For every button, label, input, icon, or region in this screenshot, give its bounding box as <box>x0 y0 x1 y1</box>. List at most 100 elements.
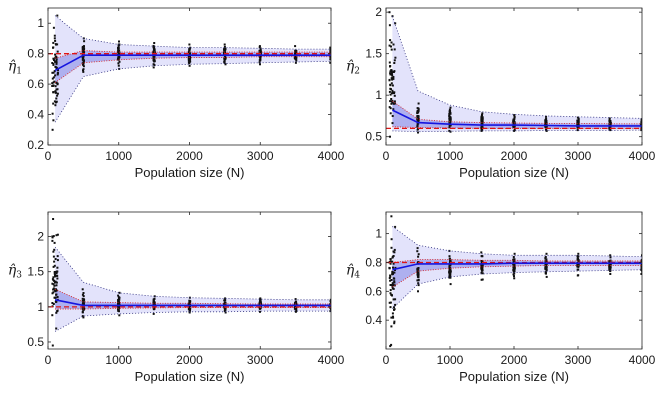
estimate-point <box>394 56 397 59</box>
estimate-point <box>223 309 226 312</box>
estimate-point <box>53 280 56 282</box>
estimate-point <box>544 257 547 260</box>
estimate-point <box>54 65 57 68</box>
estimate-point <box>83 298 86 301</box>
estimate-point <box>480 122 483 125</box>
estimate-point <box>512 256 515 258</box>
estimate-point <box>55 281 58 284</box>
estimate-point <box>417 282 420 285</box>
estimate-point <box>393 280 396 283</box>
inner-range-band <box>55 50 331 83</box>
estimate-point <box>259 63 261 66</box>
estimate-point <box>118 52 121 54</box>
x-tick-label: 0 <box>45 353 52 367</box>
estimate-point <box>189 307 192 310</box>
estimate-point <box>83 45 85 48</box>
estimate-point <box>608 260 611 263</box>
estimate-point <box>55 61 58 64</box>
estimate-point <box>417 274 420 277</box>
estimate-point <box>223 49 226 52</box>
estimate-point <box>388 24 391 27</box>
chart-panel-1: 0 1000 2000 3000 4000 0.2 0.4 0.6 0.8 1 Population… <box>8 7 345 180</box>
x-tick-label: 0 <box>383 149 390 163</box>
estimate-point <box>545 252 548 255</box>
estimate-point <box>118 60 121 63</box>
estimate-point <box>117 299 120 302</box>
estimate-point <box>481 272 484 275</box>
estimate-point <box>544 271 547 274</box>
estimate-point <box>394 266 397 269</box>
estimate-point <box>329 56 331 59</box>
estimate-point <box>544 263 547 266</box>
estimate-point <box>51 278 54 281</box>
estimate-point <box>51 85 54 87</box>
estimate-point <box>389 301 392 304</box>
estimate-point <box>82 68 85 71</box>
estimate-point <box>391 74 394 77</box>
estimate-point <box>392 284 395 286</box>
estimate-point <box>329 302 331 304</box>
estimate-point <box>118 40 120 43</box>
estimate-point <box>388 277 391 279</box>
estimate-point <box>417 102 420 105</box>
estimate-point <box>188 58 191 61</box>
estimate-point <box>512 264 515 267</box>
estimate-point <box>417 117 420 120</box>
estimate-point <box>54 281 57 284</box>
estimate-point <box>640 268 642 271</box>
estimate-point <box>54 275 56 278</box>
upper-envelope-line <box>392 16 642 119</box>
median-line <box>392 109 642 127</box>
y-tick-label: 0.4 <box>365 313 382 327</box>
plot-area <box>386 215 642 348</box>
estimate-point <box>56 50 59 53</box>
estimate-point <box>449 112 452 115</box>
axes-box <box>47 211 332 350</box>
estimate-point <box>51 235 54 238</box>
plot-area <box>48 218 331 347</box>
estimate-point <box>389 345 392 348</box>
estimate-point <box>117 294 120 297</box>
estimate-point <box>259 301 261 304</box>
estimate-point <box>52 235 55 238</box>
estimate-point <box>449 106 452 109</box>
estimate-point <box>608 126 611 129</box>
estimate-point <box>188 301 191 304</box>
estimate-point <box>390 246 393 249</box>
estimate-point <box>391 99 394 102</box>
estimate-point <box>118 310 120 313</box>
estimate-point <box>389 73 392 76</box>
estimate-point <box>259 310 261 313</box>
y-tick-label: 0.8 <box>27 47 44 61</box>
y-tick-label: 1 <box>37 16 44 30</box>
estimate-point <box>81 46 84 49</box>
estimate-point <box>512 266 515 269</box>
estimate-point <box>577 264 580 267</box>
estimate-point <box>56 296 59 298</box>
y-tick-label: 1.5 <box>27 265 44 279</box>
median-line <box>54 54 331 72</box>
estimate-point <box>391 89 394 92</box>
estimate-point <box>53 296 56 299</box>
estimate-point <box>390 102 393 105</box>
estimate-point <box>187 61 190 64</box>
estimate-point <box>117 64 120 67</box>
estimate-point <box>52 46 55 49</box>
estimate-point <box>51 62 54 64</box>
estimate-point <box>481 269 483 272</box>
estimate-point <box>513 114 516 117</box>
x-axis-label: Population size (N) <box>459 165 569 180</box>
estimate-point <box>329 298 331 301</box>
estimate-point <box>416 270 419 273</box>
estimate-point <box>117 51 119 53</box>
estimate-point <box>513 269 515 272</box>
estimate-point <box>448 255 451 258</box>
estimate-point <box>294 53 297 56</box>
lower-envelope-line <box>392 269 642 309</box>
estimate-point <box>51 112 54 115</box>
estimate-point <box>55 88 58 91</box>
estimate-point <box>448 257 451 260</box>
estimate-point <box>82 295 85 298</box>
estimate-point <box>53 241 56 244</box>
estimate-point <box>391 273 394 276</box>
